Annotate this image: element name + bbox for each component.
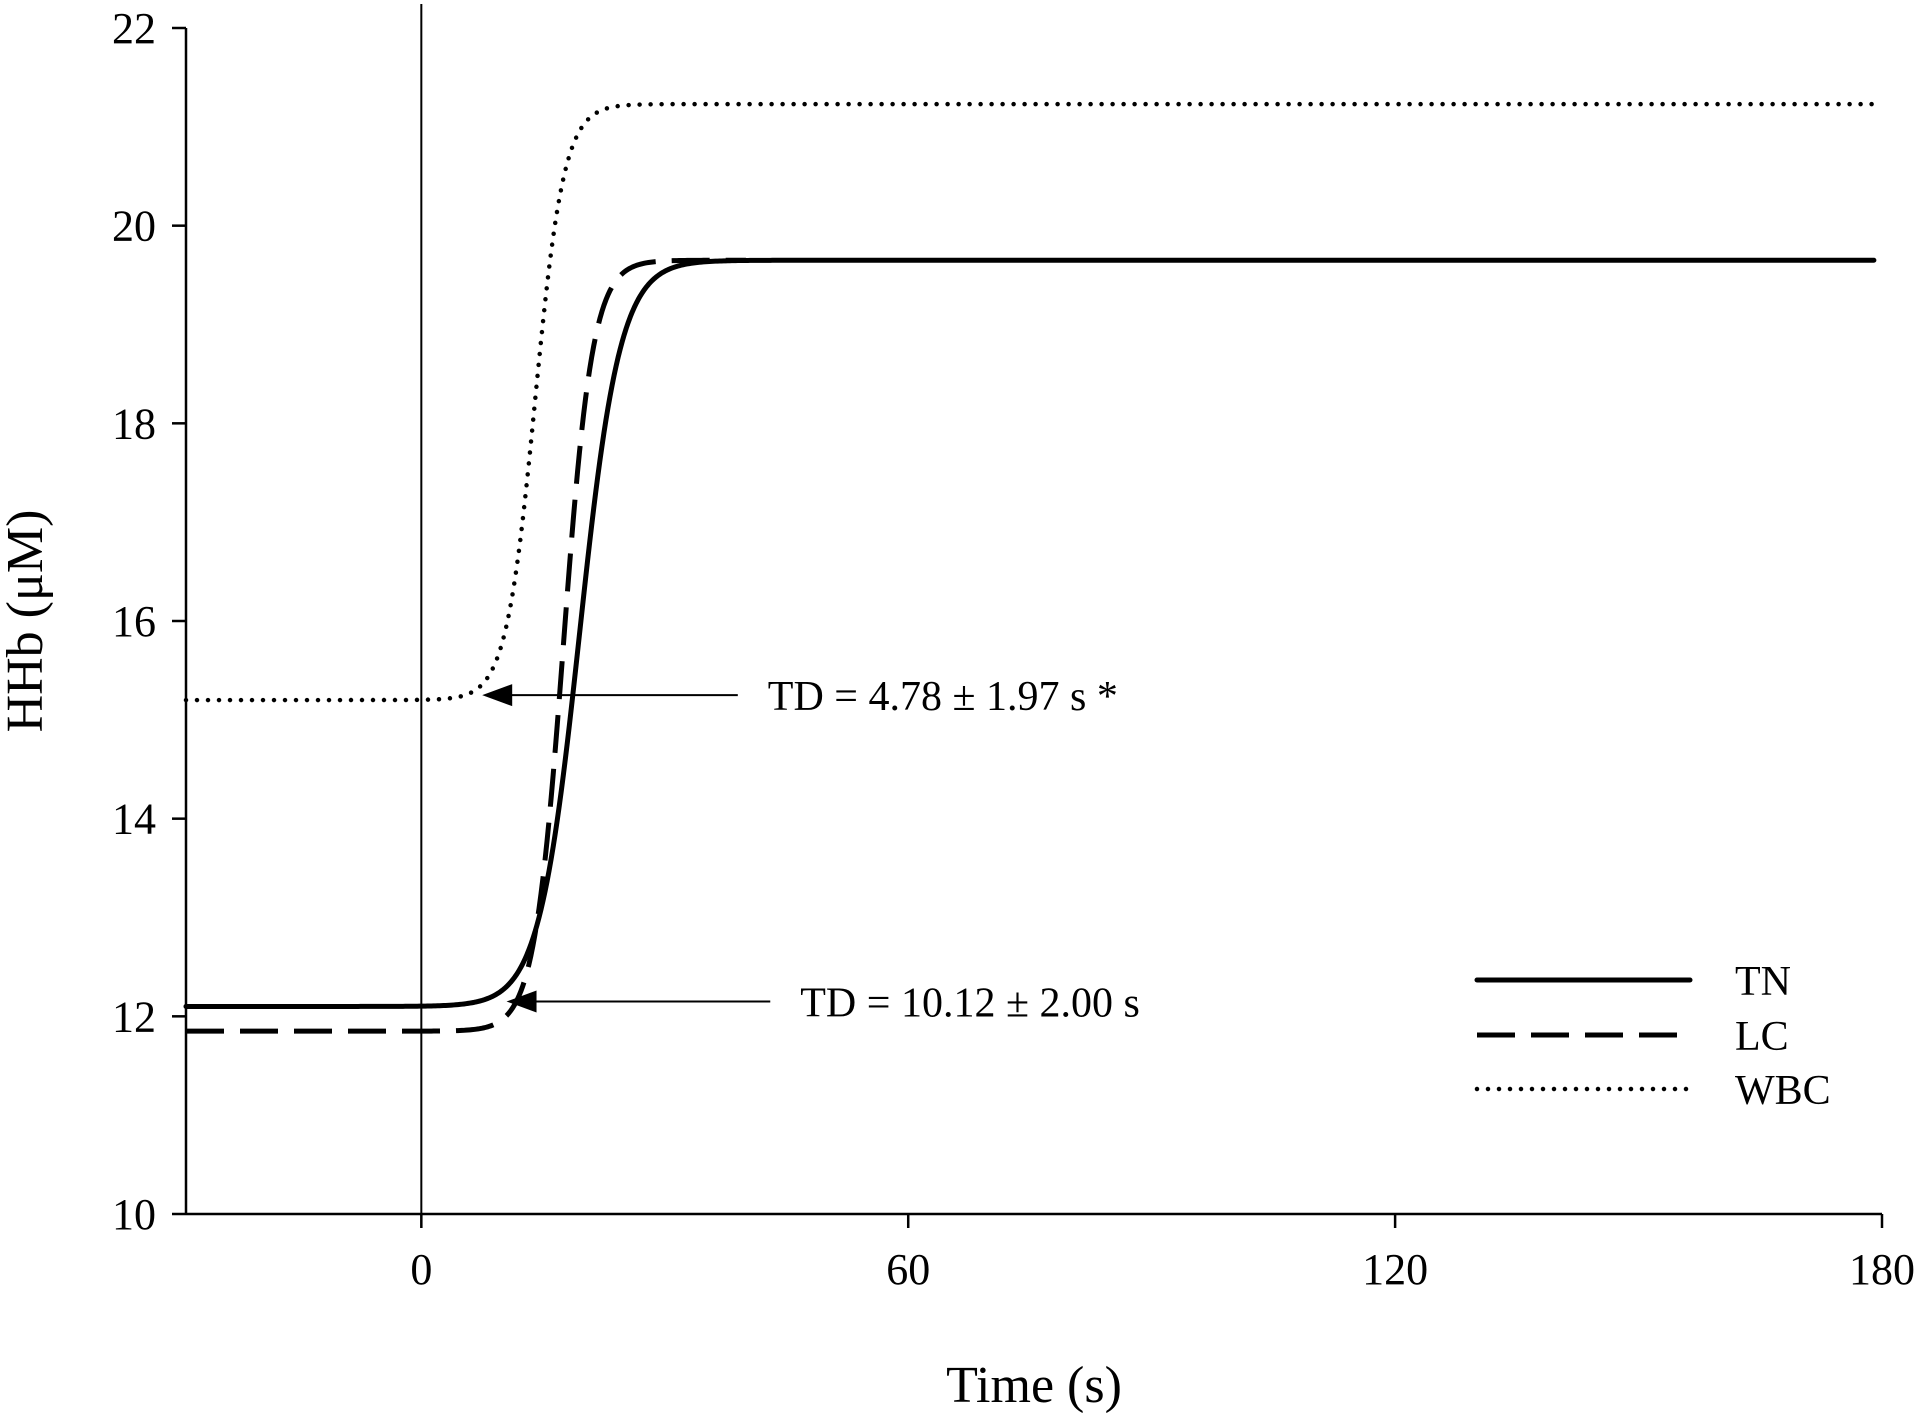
x-axis-title: Time (s) [946, 1357, 1122, 1413]
legend-label-wbc: WBC [1735, 1068, 1831, 1114]
legend: TN LC WBC [1474, 959, 1831, 1114]
series-layer [183, 101, 1877, 1034]
annotation-text: TD = 4.78 ± 1.97 s * [768, 674, 1118, 720]
y-tick-label: 22 [112, 4, 156, 53]
y-axis-title: HHb (μM) [0, 510, 54, 733]
series-line-lc [185, 257, 747, 1034]
axes: 10 12 14 16 18 20 22 0 60 120 180 [112, 4, 1915, 1294]
annotation-arrowhead [482, 684, 513, 707]
legend-label-tn: TN [1735, 959, 1791, 1005]
y-tick-label: 16 [112, 597, 156, 646]
x-tick-label: 180 [1849, 1245, 1915, 1294]
series-line-wbc [183, 101, 1877, 703]
annotations: TD = 4.78 ± 1.97 s * TD = 10.12 ± 2.00 s [482, 674, 1140, 1027]
y-tick-label: 12 [112, 992, 156, 1041]
y-tick-label: 10 [112, 1190, 156, 1239]
x-tick-label: 60 [886, 1245, 930, 1294]
annotation-text: TD = 10.12 ± 2.00 s [800, 981, 1140, 1027]
y-tick-label: 18 [112, 399, 156, 448]
series-line-tn [183, 257, 1877, 1009]
legend-label-lc: LC [1735, 1014, 1789, 1060]
x-tick-label: 120 [1362, 1245, 1428, 1294]
annotation-arrowhead [506, 990, 537, 1013]
y-tick-label: 20 [112, 202, 156, 251]
y-tick-label: 14 [112, 795, 156, 844]
x-tick-label: 0 [410, 1245, 432, 1294]
